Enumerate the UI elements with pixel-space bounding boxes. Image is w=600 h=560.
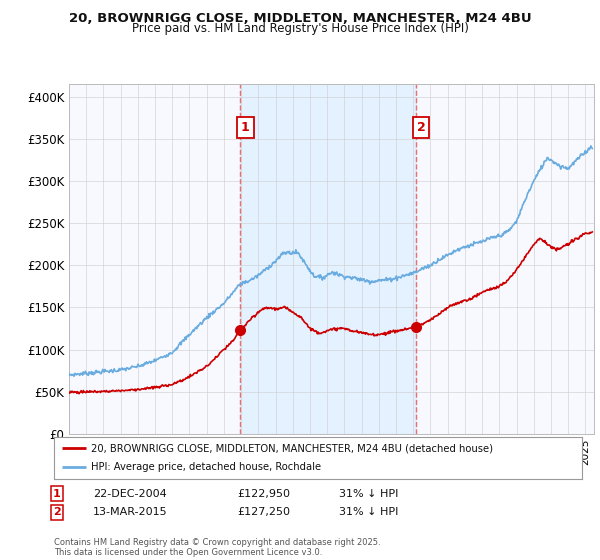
Text: 31% ↓ HPI: 31% ↓ HPI [339,507,398,517]
Text: Price paid vs. HM Land Registry's House Price Index (HPI): Price paid vs. HM Land Registry's House … [131,22,469,35]
Text: 20, BROWNRIGG CLOSE, MIDDLETON, MANCHESTER, M24 4BU: 20, BROWNRIGG CLOSE, MIDDLETON, MANCHEST… [68,12,532,25]
Text: 2: 2 [417,122,426,134]
Text: HPI: Average price, detached house, Rochdale: HPI: Average price, detached house, Roch… [91,463,321,473]
Text: 2: 2 [53,507,61,517]
Text: 22-DEC-2004: 22-DEC-2004 [93,489,167,499]
Text: 20, BROWNRIGG CLOSE, MIDDLETON, MANCHESTER, M24 4BU (detached house): 20, BROWNRIGG CLOSE, MIDDLETON, MANCHEST… [91,443,493,453]
Text: 13-MAR-2015: 13-MAR-2015 [93,507,167,517]
Text: Contains HM Land Registry data © Crown copyright and database right 2025.
This d: Contains HM Land Registry data © Crown c… [54,538,380,557]
Bar [240,84,416,434]
Text: 1: 1 [241,122,250,134]
Text: 1: 1 [53,489,61,499]
Text: 31% ↓ HPI: 31% ↓ HPI [339,489,398,499]
Text: £122,950: £122,950 [237,489,290,499]
Text: £127,250: £127,250 [237,507,290,517]
